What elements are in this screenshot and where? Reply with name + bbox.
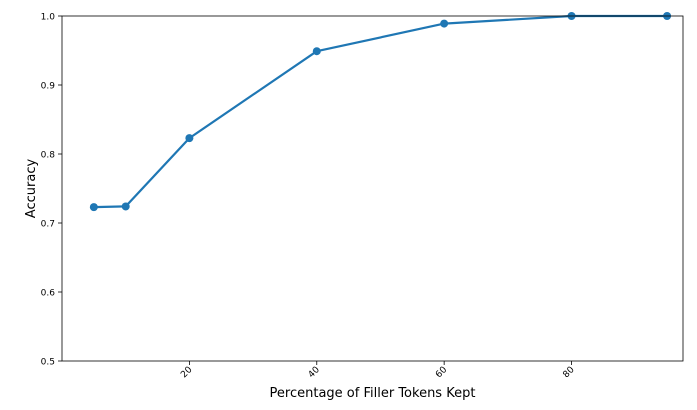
plot-frame: [61, 15, 684, 362]
y-tick-label: 1.0: [41, 13, 56, 23]
x-tick-label: 60: [434, 365, 449, 380]
x-tick-label: 40: [307, 365, 322, 380]
data-point: [121, 202, 130, 211]
y-tick-label: 0.5: [41, 358, 55, 368]
axes: 0.5 0.6 0.7 0.8 0.9 1.0 20 40 60 80: [41, 13, 684, 380]
x-axis-label: Percentage of Filler Tokens Kept: [270, 386, 476, 401]
y-tick-label: 0.8: [41, 151, 56, 161]
y-tick-label: 0.6: [41, 289, 56, 299]
data-point: [185, 134, 194, 143]
series-line: [93, 14, 668, 209]
y-tick-label: 0.9: [41, 82, 56, 92]
axis-labels: Percentage of Filler Tokens Kept Accurac…: [24, 159, 475, 401]
data-point: [440, 19, 449, 28]
plot-area: [89, 12, 672, 212]
x-tick-label: 20: [179, 365, 194, 380]
y-tick-label: 0.7: [41, 220, 55, 230]
y-axis-label: Accuracy: [24, 159, 39, 219]
x-tick-label: 80: [561, 365, 576, 380]
data-point: [312, 47, 321, 56]
data-point: [89, 203, 98, 212]
